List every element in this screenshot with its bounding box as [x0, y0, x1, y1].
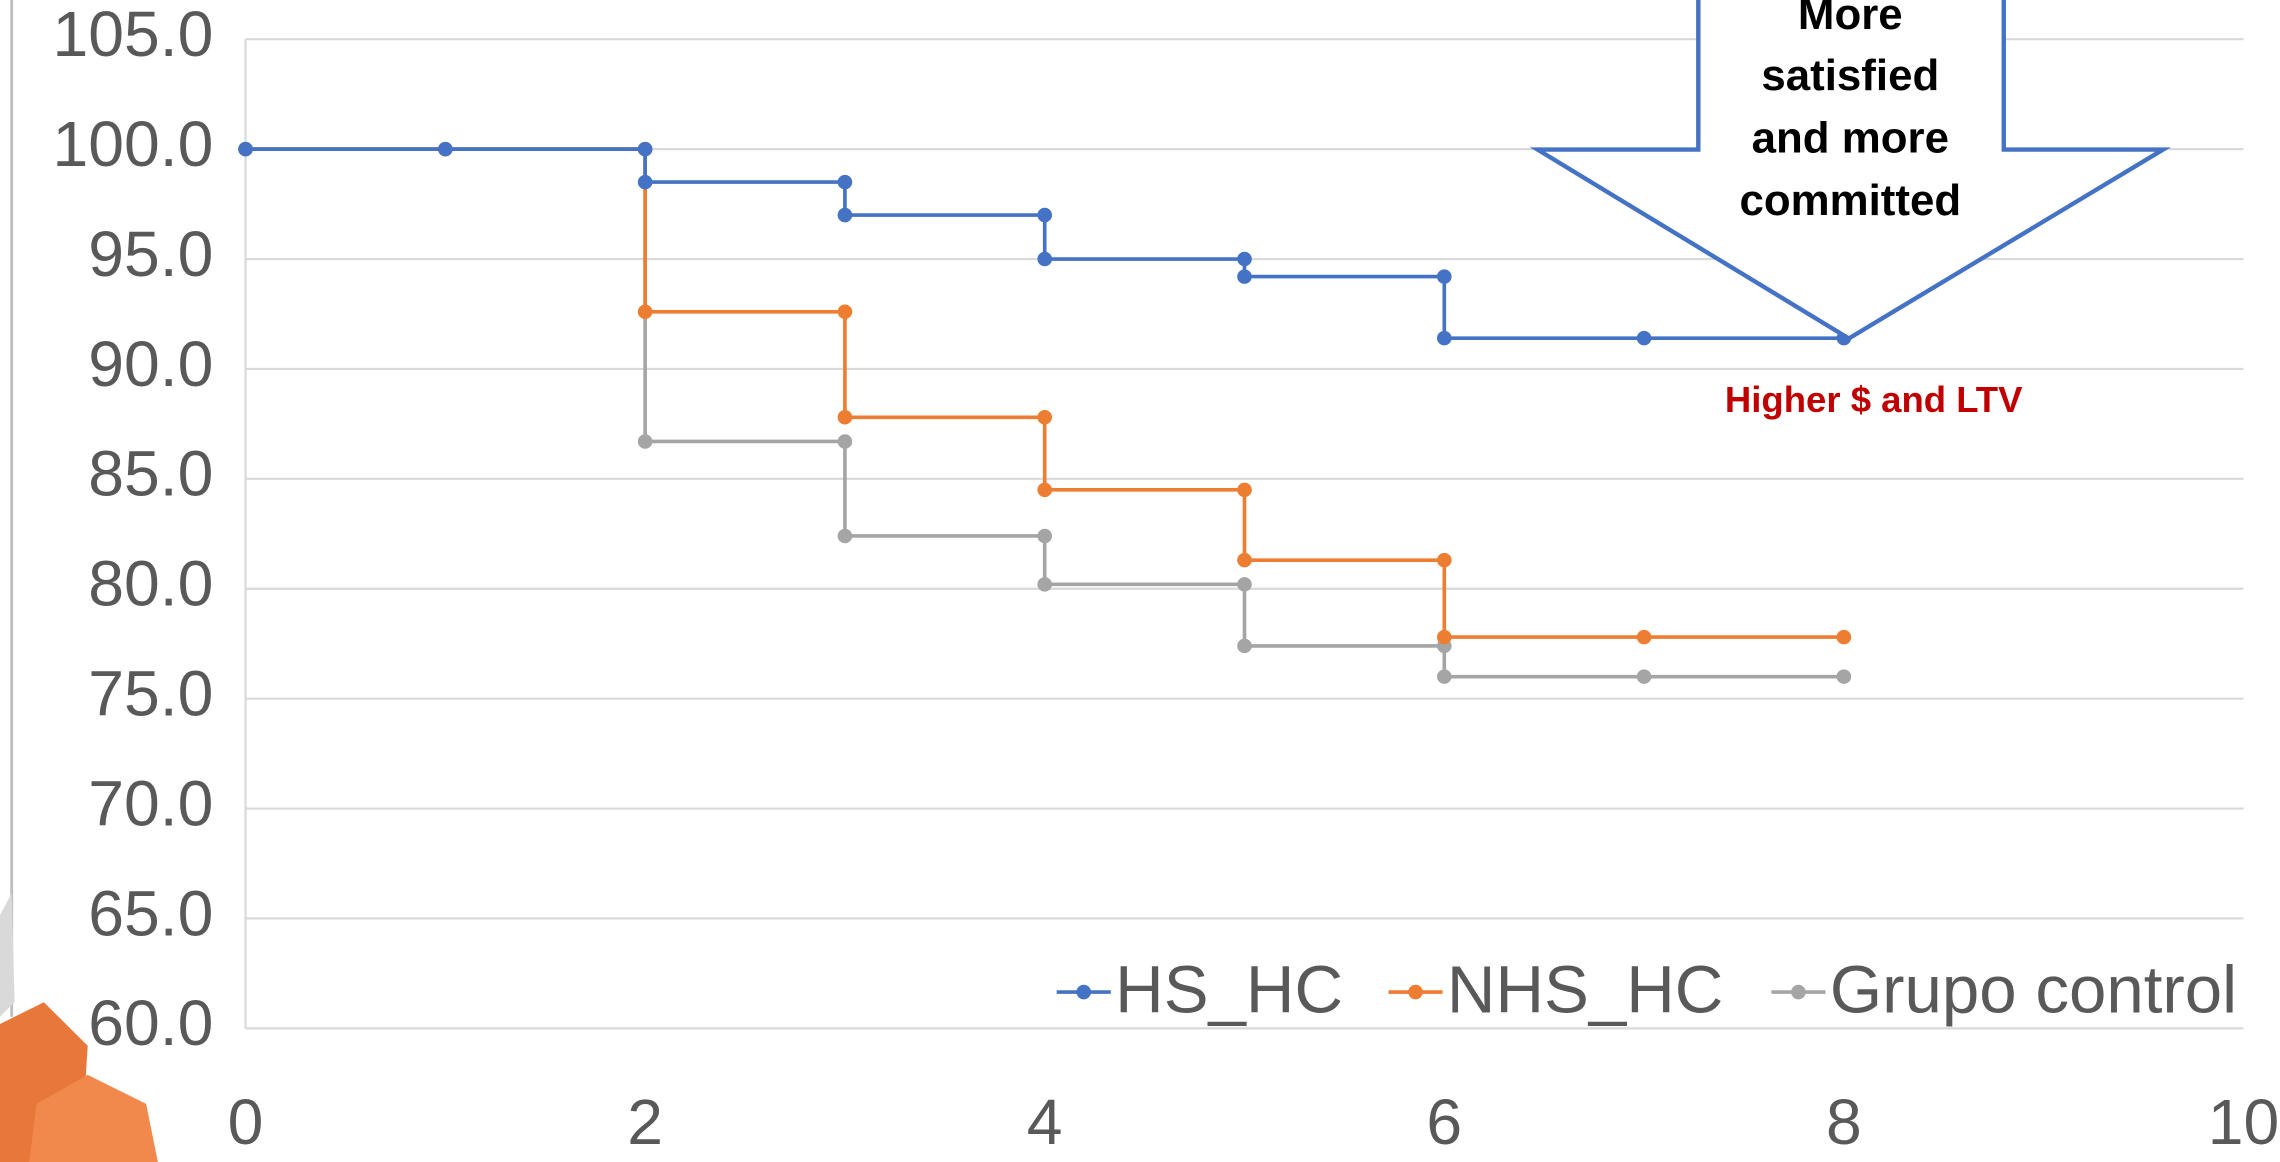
y-tick-label: 100.0	[52, 108, 213, 180]
point	[638, 142, 653, 157]
plot	[238, 142, 1851, 684]
point	[1237, 252, 1252, 267]
point	[1637, 331, 1652, 346]
legend-item: Grupo control	[1771, 953, 2237, 1028]
legend-marker	[1408, 985, 1423, 1000]
y-tick-label: 105.0	[52, 0, 213, 70]
point	[1837, 669, 1852, 684]
point	[1637, 669, 1652, 684]
point	[638, 434, 653, 449]
point	[838, 529, 853, 544]
annotation: Higher $ and LTV	[1725, 379, 2023, 420]
x-tick-label: 0	[228, 1086, 264, 1158]
chart: 60.0 65.0 70.0 75.0 80.0 85.0 90.0 95.0 100.0 105…	[0, 0, 2280, 1162]
arrow-text: satisfied	[1761, 51, 1939, 100]
y-tick-label: 65.0	[88, 878, 213, 950]
arrow-text: More	[1798, 0, 1903, 39]
y-tick-label: 95.0	[88, 218, 213, 290]
y-tick-label: 70.0	[88, 768, 213, 840]
point	[1437, 331, 1452, 346]
x-tick-label: 10	[2208, 1086, 2280, 1158]
point	[1237, 269, 1252, 284]
point	[1037, 208, 1052, 223]
point	[1237, 577, 1252, 592]
point	[1437, 669, 1452, 684]
point	[1237, 483, 1252, 498]
legend-marker	[1791, 985, 1806, 1000]
point	[1637, 630, 1652, 645]
y-tick-label: 85.0	[88, 438, 213, 510]
point	[238, 142, 253, 157]
point	[1837, 630, 1852, 645]
point	[838, 434, 853, 449]
legend-item: NHS_HC	[1388, 953, 1723, 1028]
point	[638, 305, 653, 320]
point	[1237, 553, 1252, 568]
y-tick-label: 80.0	[88, 548, 213, 620]
legend-label: HS_HC	[1115, 953, 1343, 1028]
point	[1037, 483, 1052, 498]
legend-label: NHS_HC	[1447, 953, 1723, 1028]
point	[1437, 269, 1452, 284]
point	[438, 142, 453, 157]
y-tick-label: 60.0	[88, 987, 213, 1059]
point	[1437, 553, 1452, 568]
legend-marker	[1076, 985, 1091, 1000]
arrow-text: committed	[1739, 176, 1961, 225]
legend-label: Grupo control	[1830, 953, 2237, 1028]
point	[1437, 630, 1452, 645]
point	[838, 175, 853, 190]
point	[1037, 252, 1052, 267]
x-tick-label: 2	[627, 1086, 663, 1158]
y-tick-label: 90.0	[88, 328, 213, 400]
y-tick-label: 75.0	[88, 658, 213, 730]
point	[1237, 639, 1252, 654]
point	[1037, 529, 1052, 544]
x-tick-label: 4	[1027, 1086, 1063, 1158]
x-tick-label: 8	[1826, 1086, 1862, 1158]
point	[838, 208, 853, 223]
arrow-text: and more	[1752, 114, 1949, 163]
point	[638, 175, 653, 190]
point	[1037, 410, 1052, 425]
legend-item: HS_HC	[1057, 953, 1343, 1028]
point	[1037, 577, 1052, 592]
x-tick-label: 6	[1426, 1086, 1462, 1158]
point	[838, 305, 853, 320]
point	[838, 410, 853, 425]
